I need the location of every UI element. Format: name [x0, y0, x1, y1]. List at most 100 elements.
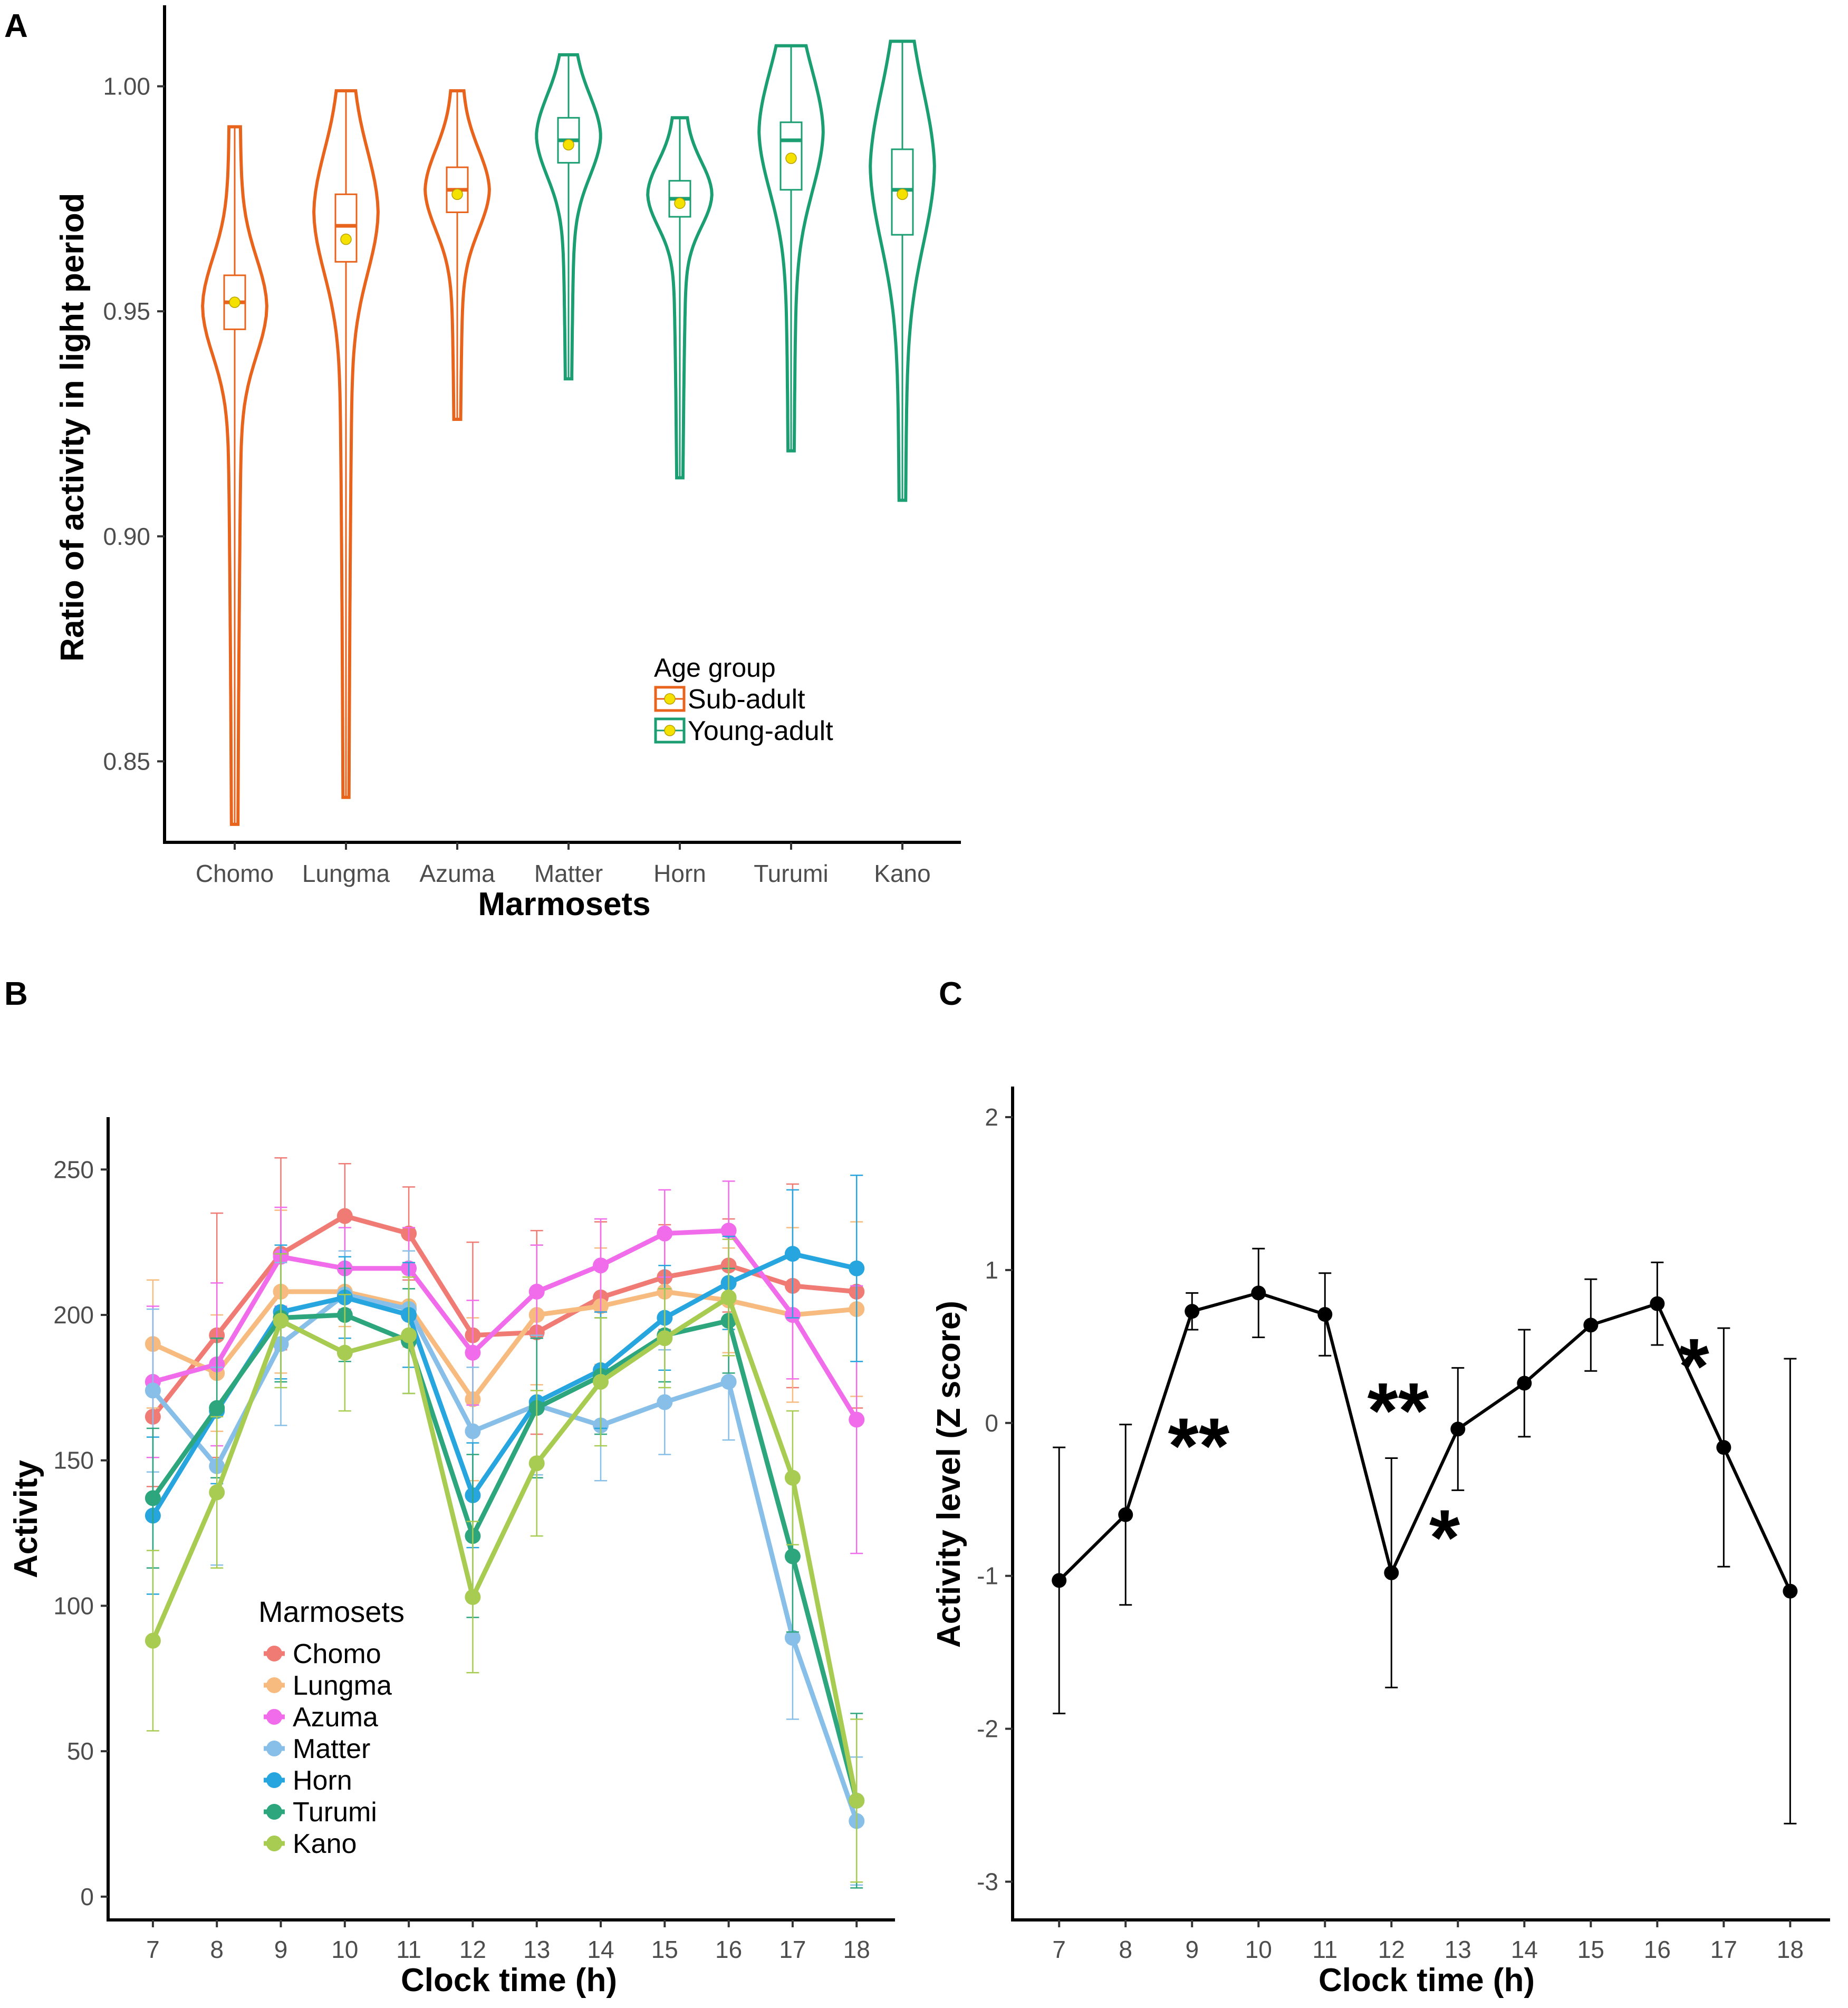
b-y-tick-label-3: 150: [53, 1447, 94, 1474]
point-azuma-15: [657, 1226, 672, 1242]
mean-point-chomo: [229, 297, 240, 308]
legend-point-chomo: [266, 1646, 282, 1661]
panel-a-y-axis-title: Ratio of activity in light period: [54, 193, 91, 662]
legend-label-lungma: Lungma: [293, 1670, 392, 1701]
point-kano-12: [465, 1589, 480, 1605]
point-kano-16: [721, 1290, 737, 1305]
panel-b-legend-title: Marmosets: [258, 1595, 405, 1628]
x-tick-label-kano: Kano: [874, 860, 930, 887]
point-horn-17: [785, 1246, 801, 1262]
legend-point-horn: [266, 1772, 282, 1788]
panel-b-line-chart: 7 8 9 10 11 12 13 14 15 16 17 18 0 50 100 150 200 250 Clo…: [8, 1117, 895, 1999]
b-y-tick-label-2: 100: [53, 1592, 94, 1619]
panel-label-b: B: [4, 976, 28, 1012]
point-mean-17: [1716, 1440, 1731, 1455]
figure-canvas: A B C Chomo Lungma Azuma Matter Horn Turumi Ka…: [0, 0, 1848, 2008]
series-line-kano: [153, 1298, 856, 1801]
legend-point-turumi: [266, 1804, 282, 1820]
panel-b-legend: Marmosets ChomoLungmaAzumaMatterHornTuru…: [258, 1595, 405, 1859]
c-x-tick-label-13: 13: [1445, 1936, 1471, 1963]
y-tick-label-0: 0.85: [103, 747, 150, 775]
point-mean-9: [1185, 1304, 1199, 1319]
c-x-tick-label-9: 9: [1185, 1936, 1199, 1963]
legend-mean-young-adult: [665, 725, 675, 736]
point-kano-15: [657, 1330, 672, 1346]
point-kano-18: [849, 1793, 864, 1809]
mean-point-kano: [897, 189, 908, 199]
x-tick-label-chomo: Chomo: [196, 860, 274, 887]
legend-point-azuma: [266, 1709, 282, 1725]
significance-marker-2: *: [1429, 1493, 1460, 1582]
y-tick-label-2: 0.95: [103, 297, 150, 325]
point-azuma-14: [593, 1257, 609, 1273]
legend-point-lungma: [266, 1677, 282, 1693]
b-y-tick-label-4: 200: [53, 1301, 94, 1329]
panel-b-marks: [145, 1158, 864, 1888]
b-y-tick-label-5: 250: [53, 1156, 94, 1183]
point-mean-10: [1251, 1285, 1266, 1300]
c-x-tick-label-16: 16: [1644, 1936, 1671, 1963]
panel-c-x-axis-title: Clock time (h): [1318, 1962, 1535, 1999]
c-y-tick-label-3: 0: [985, 1409, 998, 1437]
panel-b-x-axis-title: Clock time (h): [401, 1962, 617, 1999]
point-kano-9: [273, 1313, 289, 1329]
b-y-tick-label-1: 50: [67, 1737, 94, 1765]
point-turumi-7: [145, 1490, 161, 1506]
significance-marker-3: *: [1678, 1322, 1709, 1410]
b-x-tick-label-16: 16: [715, 1936, 742, 1963]
point-azuma-12: [465, 1345, 480, 1361]
panel-label-c: C: [939, 976, 962, 1012]
legend-label-kano: Kano: [293, 1829, 357, 1859]
point-mean-15: [1583, 1318, 1598, 1332]
panel-c-marks: ** ****: [1052, 1248, 1797, 1823]
c-x-tick-label-8: 8: [1119, 1936, 1132, 1963]
b-x-tick-label-9: 9: [274, 1936, 288, 1963]
point-kano-14: [593, 1374, 609, 1390]
legend-key-sub-adult: [656, 687, 684, 710]
legend-label-matter: Matter: [293, 1734, 370, 1764]
c-x-tick-label-17: 17: [1710, 1936, 1737, 1963]
legend-label-young-adult: Young-adult: [688, 716, 833, 746]
mean-point-horn: [675, 198, 685, 208]
mean-point-azuma: [452, 189, 463, 199]
b-x-tick-label-7: 7: [146, 1936, 160, 1963]
legend-key-young-adult: [656, 719, 684, 742]
point-kano-7: [145, 1633, 161, 1649]
b-x-tick-label-11: 11: [396, 1936, 421, 1963]
c-x-tick-label-11: 11: [1312, 1936, 1337, 1963]
x-tick-label-lungma: Lungma: [302, 860, 390, 887]
point-kano-10: [337, 1345, 353, 1361]
panel-c-y-axis-title: Activity level (Z score): [931, 1301, 967, 1648]
y-tick-label-1: 0.90: [103, 523, 150, 550]
legend-label-azuma: Azuma: [293, 1702, 378, 1733]
x-tick-label-turumi: Turumi: [754, 860, 828, 887]
panel-label-a: A: [4, 8, 28, 44]
legend-label-chomo: Chomo: [293, 1639, 381, 1669]
c-x-tick-label-7: 7: [1052, 1936, 1066, 1963]
b-x-tick-label-14: 14: [587, 1936, 614, 1963]
point-matter-15: [657, 1394, 672, 1410]
point-turumi-17: [785, 1549, 801, 1564]
point-matter-12: [465, 1424, 480, 1439]
point-azuma-18: [849, 1412, 864, 1428]
b-x-tick-label-18: 18: [843, 1936, 870, 1963]
point-kano-11: [401, 1328, 417, 1343]
c-y-tick-label-0: -3: [977, 1868, 998, 1896]
legend-mean-sub-adult: [665, 694, 675, 704]
panel-b-y-axis-title: Activity: [8, 1460, 44, 1578]
point-mean-11: [1317, 1307, 1332, 1322]
c-y-tick-label-1: -2: [977, 1715, 998, 1743]
mean-point-matter: [563, 140, 574, 150]
b-x-tick-label-15: 15: [651, 1936, 678, 1963]
c-x-tick-label-14: 14: [1511, 1936, 1538, 1963]
point-mean-8: [1118, 1507, 1133, 1522]
point-mean-14: [1517, 1376, 1532, 1390]
x-tick-label-matter: Matter: [534, 860, 603, 887]
point-turumi-8: [209, 1400, 225, 1416]
c-y-tick-label-5: 2: [985, 1103, 998, 1131]
point-matter-7: [145, 1382, 161, 1398]
point-mean-16: [1650, 1296, 1664, 1311]
